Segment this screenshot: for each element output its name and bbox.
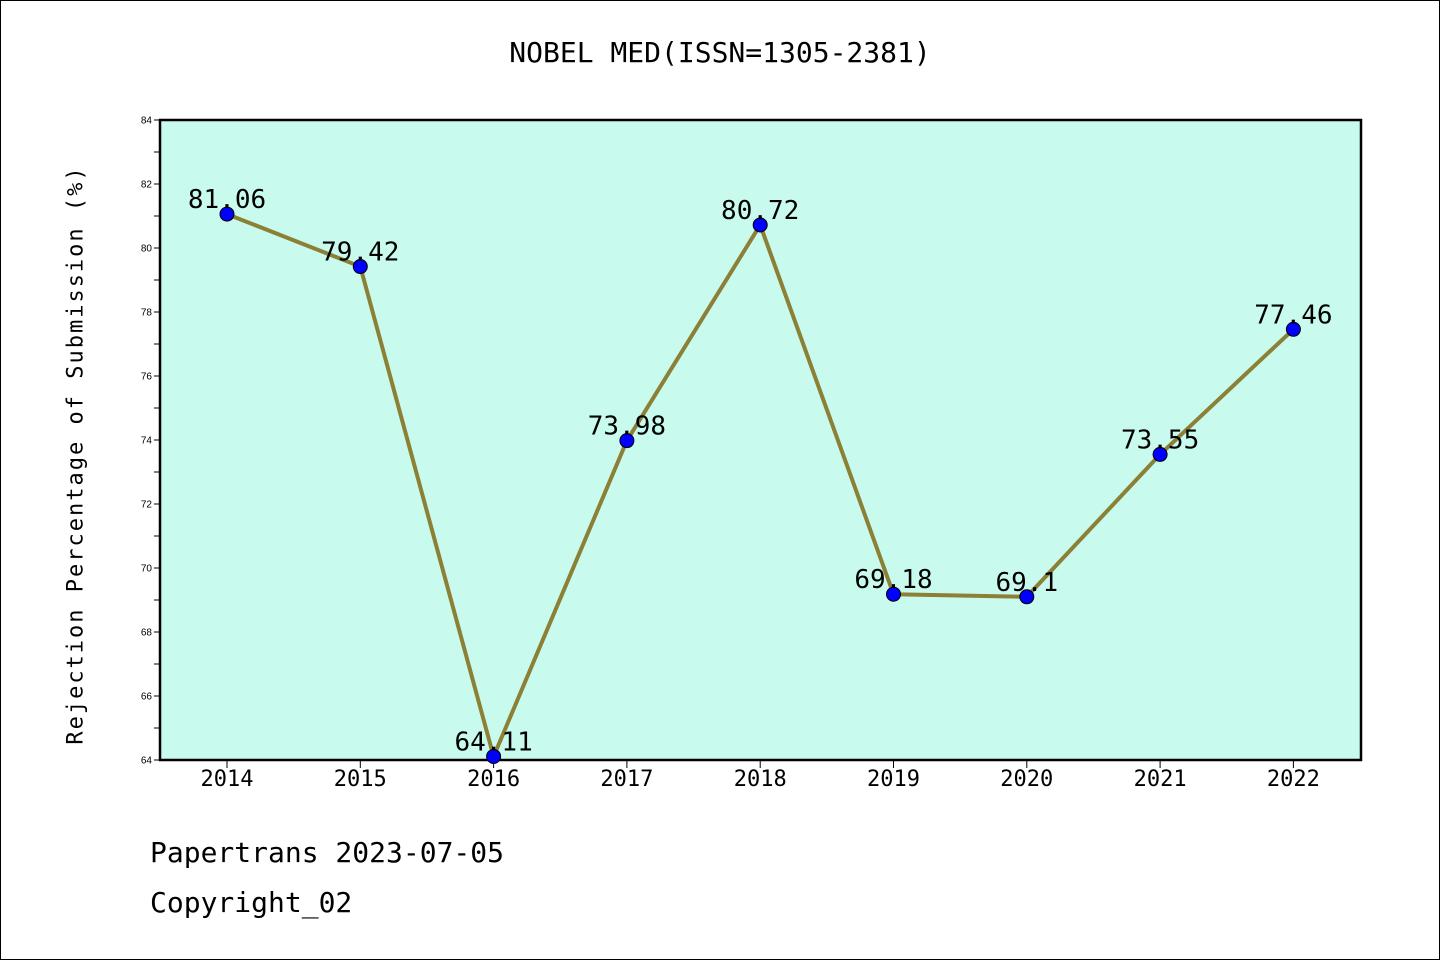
footer-date: Papertrans 2023-07-05 xyxy=(150,836,505,869)
data-label: 73.55 xyxy=(1121,425,1199,455)
data-point xyxy=(619,433,635,449)
data-point xyxy=(1152,446,1168,462)
x-tick-label: 2018 xyxy=(734,767,787,792)
footer-copyright: Copyright_02 xyxy=(150,886,353,919)
y-tick-label: 70 xyxy=(141,564,153,575)
y-tick-label: 84 xyxy=(141,116,153,127)
data-label: 64.11 xyxy=(454,727,532,757)
x-tick-label: 2020 xyxy=(1000,767,1053,792)
data-label: 77.46 xyxy=(1254,300,1332,330)
y-tick-label: 68 xyxy=(141,628,153,639)
data-point xyxy=(486,748,502,764)
chart-title: NOBEL MED(ISSN=1305-2381) xyxy=(509,36,931,69)
y-tick-label: 76 xyxy=(141,372,153,383)
data-point xyxy=(352,259,368,275)
data-label: 69.1 xyxy=(995,568,1058,598)
y-tick-label: 66 xyxy=(141,692,153,703)
x-tick-label: 2019 xyxy=(867,767,920,792)
x-tick-label: 2022 xyxy=(1267,767,1320,792)
x-tick-label: 2014 xyxy=(201,767,254,792)
y-tick-label: 64 xyxy=(141,756,153,767)
y-tick-label: 82 xyxy=(141,180,153,191)
data-point xyxy=(752,217,768,233)
data-point xyxy=(219,206,235,222)
data-label: 80.72 xyxy=(721,196,799,226)
data-labels: 81.06 79.42 64.11 73.98 80.72 69.18 69.1 73.55 7… xyxy=(188,185,1333,757)
x-tick-label: 2017 xyxy=(600,767,653,792)
y-tick-label: 72 xyxy=(141,500,153,511)
data-label: 73.98 xyxy=(588,412,666,442)
x-tick-label: 2021 xyxy=(1134,767,1187,792)
data-label: 81.06 xyxy=(188,185,266,215)
data-point xyxy=(1285,321,1301,337)
x-tick-label: 2015 xyxy=(334,767,387,792)
y-tick-label: 74 xyxy=(141,436,153,447)
data-label: 79.42 xyxy=(321,238,399,268)
y-tick-label: 78 xyxy=(141,308,153,319)
data-point xyxy=(886,586,901,602)
x-axis-ticks: 2014 2015 2016 2017 2018 2019 2020 2021 2022 xyxy=(201,760,1320,792)
y-tick-label: 80 xyxy=(141,244,153,255)
x-tick-label: 2016 xyxy=(467,767,520,792)
data-point xyxy=(1019,589,1035,605)
data-label: 69.18 xyxy=(854,565,932,595)
data-points xyxy=(219,206,1301,764)
y-axis-ticks: 64 66 68 70 72 74 76 78 80 82 84 xyxy=(141,116,160,767)
